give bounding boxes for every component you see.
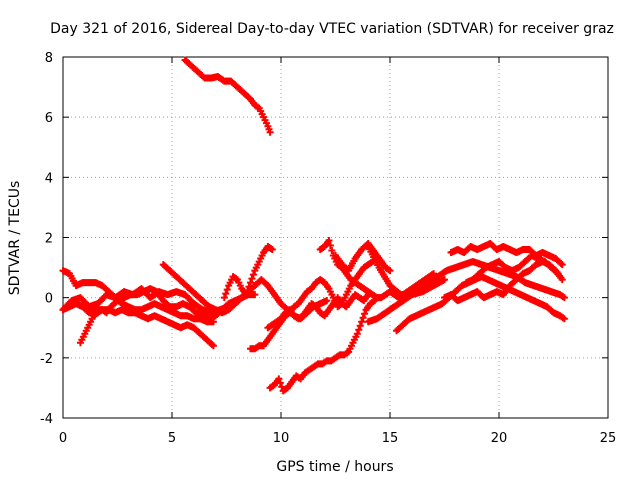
data-point [246,279,254,287]
data-point [220,294,228,302]
data-point [359,314,367,322]
y-tick-labels: -4 -2 0 2 4 6 8 [40,51,53,427]
x-tick-label: 10 [273,431,290,446]
data-point [386,267,394,275]
data-point [553,268,561,276]
data-point [328,247,336,255]
y-tick-label: 0 [45,292,53,307]
data-point [560,315,568,323]
data-point [560,294,568,302]
series-a5 [59,285,233,317]
data-point [208,341,216,349]
y-tick-label: 8 [45,51,53,66]
y-axis-label: SDTVAR / TECUs [7,181,23,296]
data-point [242,291,250,299]
x-tick-label: 0 [59,431,67,446]
data-point [441,276,448,284]
data-point [244,287,252,295]
data-point [276,379,284,387]
data-point [251,291,259,299]
x-tick-labels: 0 5 10 15 20 25 [59,431,616,446]
data-point [353,330,361,338]
data-point [249,271,257,279]
data-point [358,318,366,326]
series-arc-high [181,56,274,136]
y-tick-label: 4 [45,171,53,186]
data-point [222,290,230,298]
axis-ticks [62,56,609,419]
data-point [209,342,217,350]
x-tick-label: 5 [168,431,176,446]
data-point [356,322,364,330]
y-tick-label: -2 [40,352,53,367]
x-tick-label: 25 [600,431,617,446]
y-tick-label: 2 [45,232,53,247]
data-point [323,297,331,305]
data-point [558,276,566,284]
data-point [268,246,276,254]
data-point [355,326,363,334]
y-tick-label: -4 [40,412,53,427]
series-a9 [264,291,372,332]
data-marks [59,56,568,395]
data-point [225,303,233,311]
data-point [223,286,231,294]
x-axis-label: GPS time / hours [276,459,393,475]
chart-title: Day 321 of 2016, Sidereal Day-to-day VTE… [50,21,614,37]
x-tick-label: 15 [382,431,399,446]
data-point [245,283,253,291]
series-a16 [462,252,562,287]
data-point [361,310,369,318]
data-point [275,375,283,383]
data-point [557,259,565,267]
data-point [266,128,274,136]
data-point [325,237,333,245]
series-a17 [364,243,448,299]
x-tick-label: 20 [491,431,508,446]
series-a6 [220,243,276,302]
data-point [248,275,256,283]
data-point [554,270,562,278]
y-tick-label: 6 [45,111,53,126]
grid-lines [63,57,608,418]
data-point [558,261,566,269]
data-point [326,242,334,250]
